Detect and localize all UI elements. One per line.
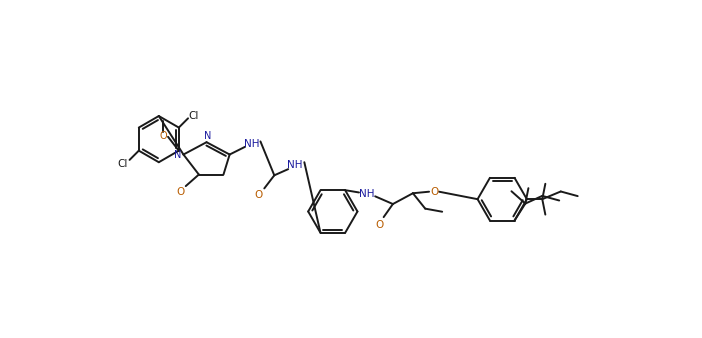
Text: O: O	[430, 187, 439, 197]
Text: NH: NH	[359, 189, 374, 199]
Text: NH: NH	[287, 160, 303, 170]
Text: O: O	[176, 187, 185, 197]
Text: NH: NH	[244, 139, 260, 149]
Text: N: N	[174, 150, 182, 160]
Text: Cl: Cl	[117, 159, 128, 169]
Text: N: N	[204, 131, 211, 141]
Text: O: O	[375, 220, 383, 230]
Text: Cl: Cl	[188, 111, 199, 121]
Text: O: O	[159, 131, 167, 141]
Text: O: O	[255, 190, 263, 200]
